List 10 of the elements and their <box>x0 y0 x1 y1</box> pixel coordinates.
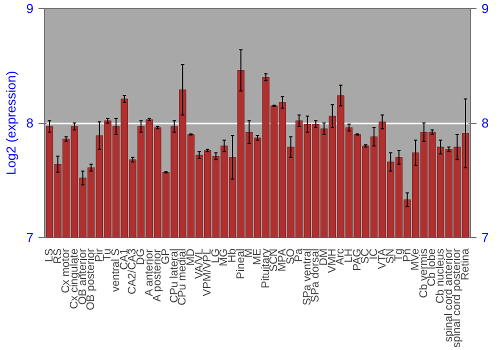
y-tick-label: 7 <box>26 230 34 245</box>
x-tick-label: OB posterior <box>85 248 98 310</box>
y2-tick-label: 7 <box>482 230 489 245</box>
x-tick-label: A posterior <box>152 248 164 302</box>
y-axis-title: Log2 (expression) <box>3 70 18 176</box>
y-tick-label: 9 <box>26 1 34 16</box>
y-tick-label: 8 <box>26 116 34 130</box>
y2-tick-label: 9 <box>482 1 489 16</box>
y2-tick-label: 8 <box>482 116 489 130</box>
x-tick-label: Tg <box>392 248 405 262</box>
